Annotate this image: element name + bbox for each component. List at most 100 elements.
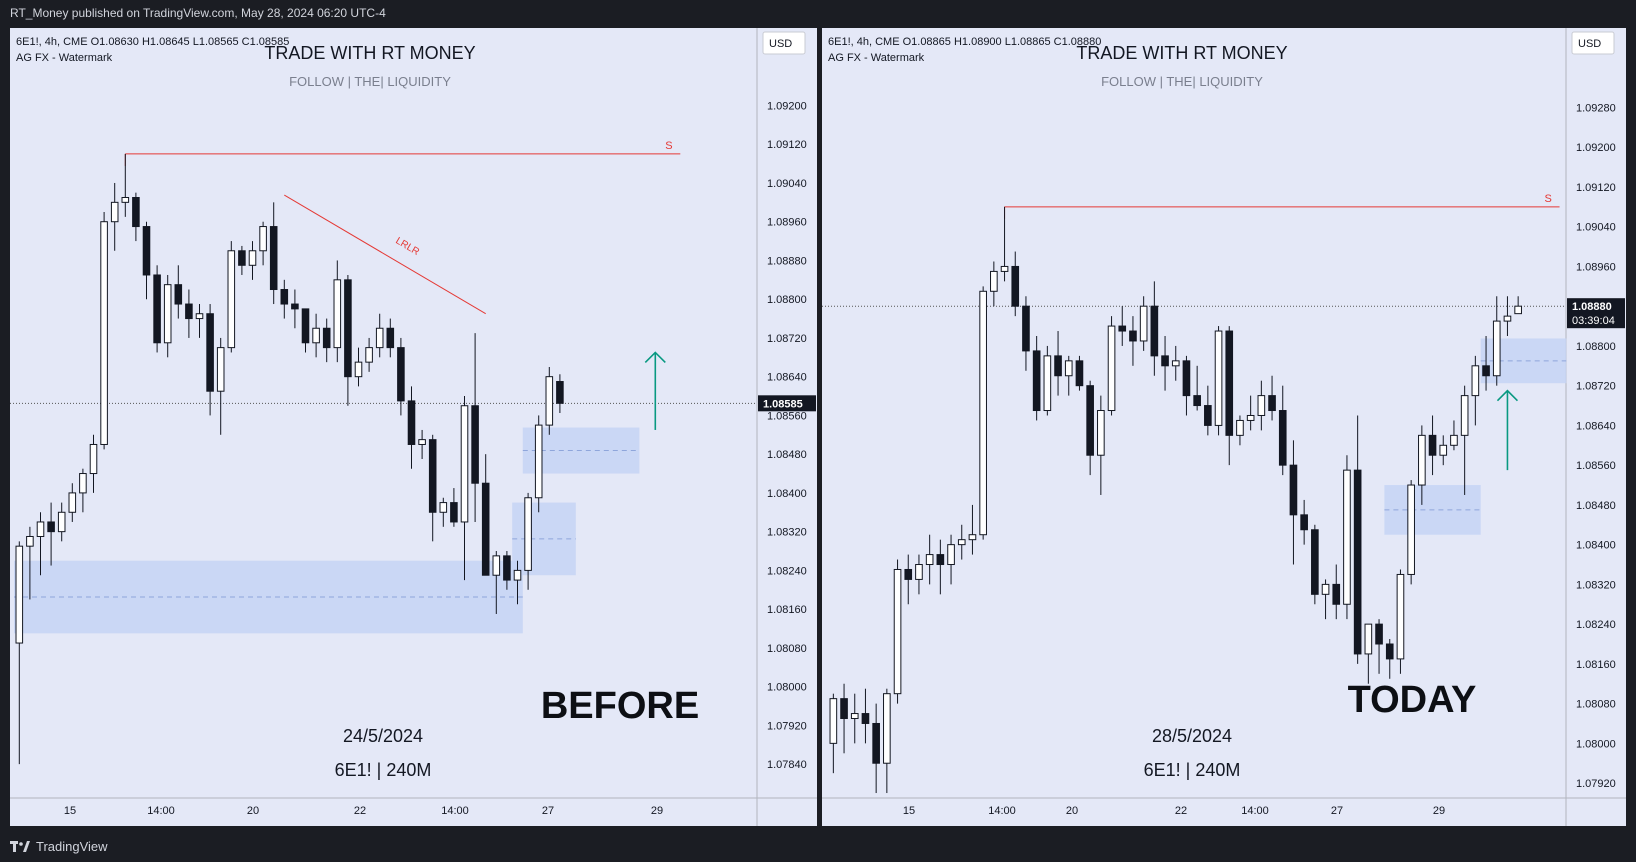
- candle[interactable]: [1407, 480, 1415, 585]
- candle[interactable]: [110, 182, 119, 251]
- candle[interactable]: [1107, 316, 1116, 416]
- candle[interactable]: [524, 492, 532, 590]
- candle[interactable]: [1396, 569, 1405, 674]
- candle[interactable]: [1321, 579, 1330, 620]
- candle[interactable]: [333, 260, 342, 363]
- candle[interactable]: [990, 261, 998, 307]
- candle[interactable]: [1171, 345, 1180, 381]
- candle[interactable]: [893, 559, 902, 704]
- candle[interactable]: [89, 434, 98, 493]
- candle[interactable]: [47, 502, 55, 566]
- candle[interactable]: [1032, 336, 1041, 421]
- candle[interactable]: [1011, 251, 1020, 317]
- candle[interactable]: [883, 688, 891, 794]
- candle[interactable]: [1450, 420, 1458, 451]
- candle[interactable]: [947, 534, 955, 585]
- candle[interactable]: [375, 313, 384, 358]
- candle[interactable]: [471, 333, 479, 522]
- candle[interactable]: [1022, 296, 1030, 371]
- candle[interactable]: [979, 286, 987, 540]
- candle[interactable]: [418, 429, 426, 460]
- candle[interactable]: [344, 274, 352, 406]
- candle[interactable]: [1300, 499, 1308, 545]
- candle[interactable]: [259, 221, 267, 266]
- candle[interactable]: [460, 396, 469, 581]
- candle[interactable]: [248, 241, 257, 280]
- candle[interactable]: [1214, 326, 1223, 436]
- candle[interactable]: [1492, 296, 1501, 386]
- candle[interactable]: [534, 415, 543, 513]
- candle[interactable]: [365, 337, 373, 372]
- chart-svg[interactable]: S LRLR 1.09200 1.09120 1.09040 1.08960 1.08880…: [10, 28, 817, 826]
- candle[interactable]: [1204, 385, 1212, 436]
- candle[interactable]: [301, 308, 310, 353]
- candle[interactable]: [556, 374, 564, 413]
- candle[interactable]: [861, 688, 870, 744]
- candle[interactable]: [1353, 415, 1362, 664]
- candle[interactable]: [57, 502, 66, 542]
- candle[interactable]: [503, 551, 511, 590]
- candle[interactable]: [1236, 415, 1244, 446]
- candle[interactable]: [312, 313, 320, 358]
- candle[interactable]: [291, 289, 299, 329]
- candle[interactable]: [1428, 415, 1437, 476]
- candle[interactable]: [26, 526, 34, 600]
- up-arrow-icon[interactable]: [1496, 389, 1519, 471]
- candle[interactable]: [79, 468, 87, 513]
- candle[interactable]: [915, 554, 923, 595]
- candle[interactable]: [1268, 375, 1276, 421]
- candle[interactable]: [1375, 619, 1383, 674]
- candle[interactable]: [1311, 524, 1319, 605]
- chart-svg[interactable]: S 1.09280 1.09200 1.09120 1.09040 1.08960 1.08…: [822, 28, 1626, 826]
- candle[interactable]: [936, 539, 945, 595]
- candle[interactable]: [439, 497, 448, 527]
- candle[interactable]: [1343, 455, 1351, 620]
- candle[interactable]: [68, 483, 77, 522]
- candle[interactable]: [132, 192, 140, 242]
- candle[interactable]: [1054, 331, 1062, 396]
- candle[interactable]: [1514, 296, 1522, 315]
- candle[interactable]: [481, 454, 490, 576]
- candle[interactable]: [1075, 355, 1084, 391]
- candle[interactable]: [1064, 355, 1073, 396]
- candle[interactable]: [1332, 564, 1341, 620]
- candle[interactable]: [1043, 345, 1052, 416]
- chart-panel-before[interactable]: S LRLR 1.09200 1.09120 1.09040 1.08960 1.08880…: [10, 28, 817, 826]
- candle[interactable]: [354, 347, 363, 387]
- candle[interactable]: [1289, 440, 1298, 565]
- candle[interactable]: [428, 434, 437, 542]
- candle[interactable]: [269, 202, 278, 305]
- trendline[interactable]: [284, 194, 486, 315]
- candle[interactable]: [195, 304, 204, 338]
- candle[interactable]: [1225, 326, 1234, 466]
- candle[interactable]: [1471, 355, 1480, 426]
- candle[interactable]: [1097, 395, 1105, 495]
- candle[interactable]: [322, 318, 331, 363]
- candle[interactable]: [174, 265, 183, 319]
- candle[interactable]: [1086, 380, 1094, 476]
- candle[interactable]: [1439, 435, 1448, 466]
- candle[interactable]: [545, 366, 554, 435]
- candle[interactable]: [1150, 281, 1159, 376]
- candle[interactable]: [450, 488, 458, 527]
- candle[interactable]: [121, 153, 130, 217]
- candle[interactable]: [925, 534, 934, 585]
- candle[interactable]: [1460, 385, 1469, 495]
- candle[interactable]: [829, 693, 838, 774]
- candle[interactable]: [1118, 306, 1127, 346]
- candle[interactable]: [492, 551, 501, 614]
- candle[interactable]: [968, 504, 977, 555]
- candle[interactable]: [142, 221, 151, 300]
- candle[interactable]: [206, 304, 214, 416]
- candle[interactable]: [872, 703, 880, 794]
- candle[interactable]: [1139, 296, 1148, 351]
- candle[interactable]: [1503, 296, 1512, 336]
- candle[interactable]: [386, 318, 395, 358]
- up-arrow-icon[interactable]: [644, 351, 666, 430]
- candle[interactable]: [36, 512, 45, 576]
- candle[interactable]: [840, 683, 848, 754]
- candle[interactable]: [850, 693, 859, 744]
- candle[interactable]: [1182, 355, 1191, 416]
- candle[interactable]: [280, 279, 289, 319]
- candle[interactable]: [1000, 206, 1009, 282]
